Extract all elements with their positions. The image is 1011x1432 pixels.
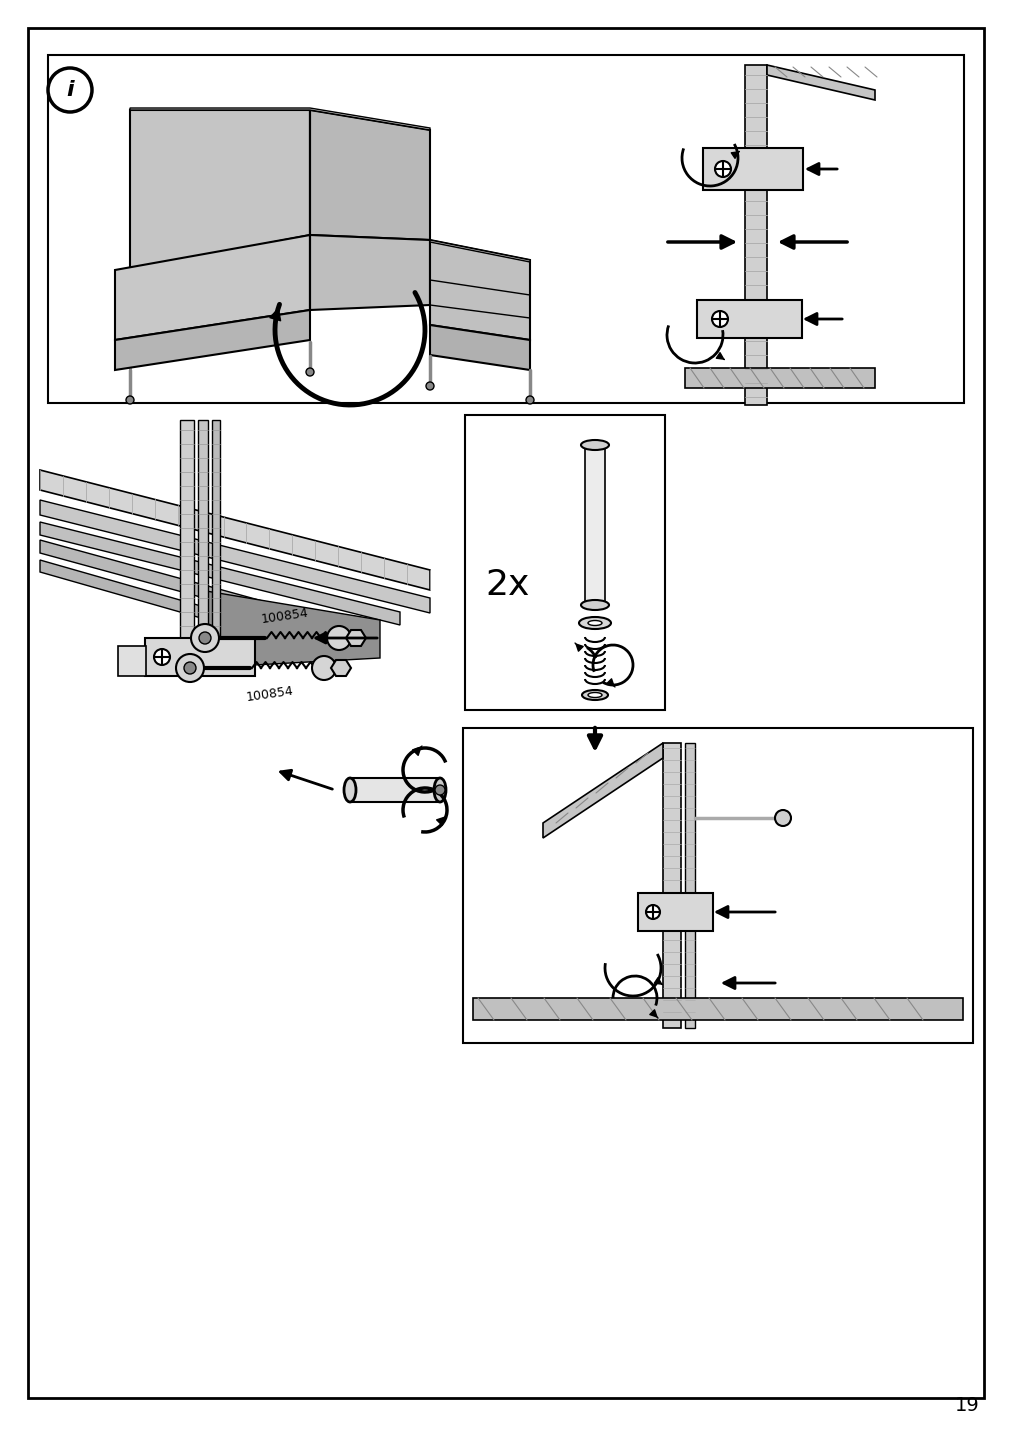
Circle shape (715, 160, 730, 178)
Circle shape (327, 626, 351, 650)
Polygon shape (40, 560, 319, 652)
Polygon shape (40, 540, 350, 639)
Polygon shape (331, 660, 351, 676)
Bar (350, 778, 440, 802)
Polygon shape (543, 743, 662, 838)
Polygon shape (430, 241, 530, 262)
Text: 100854: 100854 (246, 684, 294, 703)
Circle shape (191, 624, 218, 652)
Bar (703, 147, 802, 190)
Polygon shape (684, 368, 875, 388)
Circle shape (435, 785, 445, 795)
Circle shape (311, 656, 336, 680)
Ellipse shape (434, 778, 446, 802)
Circle shape (176, 654, 204, 682)
Text: i: i (66, 80, 74, 100)
Bar (464, 415, 664, 710)
Polygon shape (115, 235, 309, 339)
Circle shape (305, 368, 313, 377)
Ellipse shape (580, 600, 609, 610)
Bar (145, 639, 255, 676)
Polygon shape (40, 523, 399, 624)
Bar (48, 54, 963, 402)
Polygon shape (309, 110, 430, 241)
Bar (684, 743, 695, 1028)
Ellipse shape (344, 778, 356, 802)
Circle shape (154, 649, 170, 664)
Ellipse shape (578, 617, 611, 629)
Polygon shape (430, 325, 530, 369)
Polygon shape (309, 235, 430, 309)
Polygon shape (40, 470, 430, 590)
Bar (472, 998, 962, 1020)
Circle shape (774, 811, 791, 826)
Bar (637, 894, 713, 931)
Circle shape (199, 632, 210, 644)
Bar (198, 420, 208, 654)
Bar (211, 420, 219, 654)
Ellipse shape (580, 440, 609, 450)
Polygon shape (200, 590, 379, 667)
Polygon shape (115, 309, 309, 369)
Circle shape (426, 382, 434, 390)
Polygon shape (766, 64, 875, 100)
Polygon shape (129, 107, 430, 130)
Circle shape (184, 662, 196, 674)
Circle shape (126, 397, 133, 404)
Ellipse shape (581, 690, 608, 700)
Polygon shape (129, 110, 309, 271)
Polygon shape (346, 630, 366, 646)
Circle shape (526, 397, 534, 404)
Text: 100854: 100854 (260, 607, 309, 626)
Circle shape (712, 311, 727, 326)
Bar (662, 743, 680, 1028)
Polygon shape (430, 241, 530, 339)
Bar (584, 445, 605, 604)
Text: 2x: 2x (484, 569, 529, 601)
Bar (463, 727, 972, 1042)
Bar (180, 420, 194, 654)
Bar (118, 646, 146, 676)
Polygon shape (40, 500, 430, 613)
Ellipse shape (587, 620, 602, 626)
Circle shape (645, 905, 659, 919)
Circle shape (48, 67, 92, 112)
Text: 19: 19 (954, 1396, 979, 1415)
Bar (697, 299, 801, 338)
Bar (744, 64, 766, 405)
Ellipse shape (587, 693, 602, 697)
